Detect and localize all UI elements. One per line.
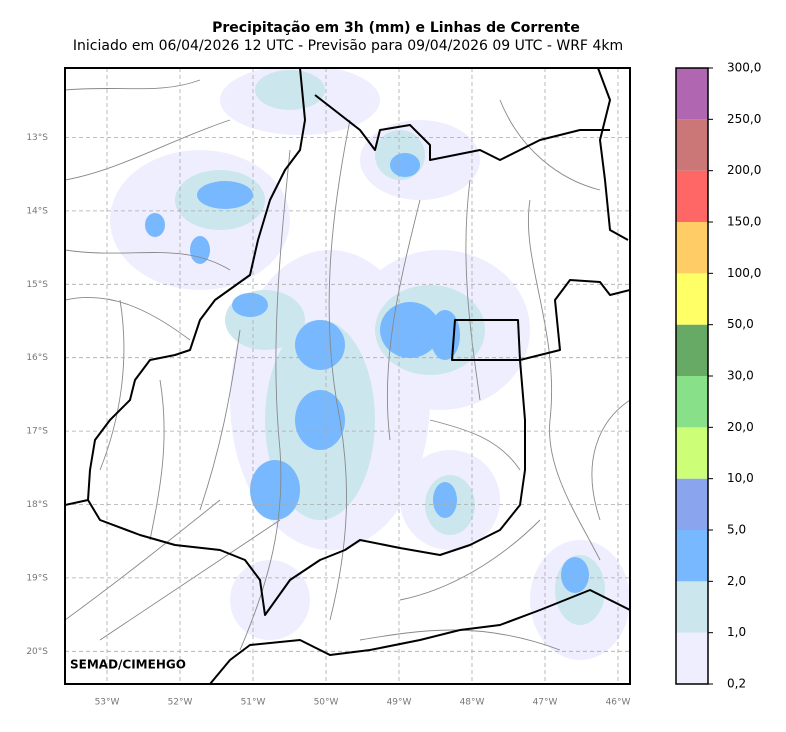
- colorbar-label: 100,0: [727, 266, 761, 280]
- lon-label: 51°W: [241, 698, 266, 708]
- subtitle: Iniciado em 06/04/2026 12 UTC - Previsão…: [73, 38, 623, 54]
- colorbar-segment: [676, 222, 708, 274]
- lat-label: 19°S: [26, 573, 48, 583]
- colorbar-segment: [676, 273, 708, 325]
- lat-label: 13°S: [26, 133, 48, 143]
- colorbar-label: 200,0: [727, 163, 761, 177]
- lon-label: 50°W: [314, 698, 339, 708]
- colorbar-label: 0,2: [727, 677, 746, 691]
- colorbar-segment: [676, 68, 708, 120]
- lat-label: 17°S: [26, 427, 48, 437]
- colorbar-label: 10,0: [727, 471, 754, 485]
- colorbar-label: 2,0: [727, 574, 746, 588]
- lon-label: 49°W: [387, 698, 412, 708]
- lon-label: 46°W: [606, 698, 631, 708]
- lat-label: 16°S: [26, 353, 48, 363]
- colorbar-label: 20,0: [727, 420, 754, 434]
- lon-label: 53°W: [95, 698, 120, 708]
- colorbar-segment: [676, 427, 708, 479]
- colorbar-segment: [676, 376, 708, 428]
- colorbar-label: 150,0: [727, 215, 761, 229]
- colorbar-segment: [676, 478, 708, 530]
- colorbar: 0,2 1,0 2,0 5,0 10,0 20,0 30,0 50,0 100,0 150,0 20…: [675, 61, 761, 691]
- colorbar-label: 30,0: [727, 369, 754, 383]
- grid: [65, 68, 630, 684]
- colorbar-segment: [676, 581, 708, 633]
- state-borders: [65, 68, 630, 684]
- lat-label: 20°S: [26, 647, 48, 657]
- colorbar-label: 50,0: [727, 317, 754, 331]
- colorbar-label: 5,0: [727, 523, 746, 537]
- lon-label: 52°W: [168, 698, 193, 708]
- map: [65, 68, 630, 684]
- streamlines: [65, 79, 630, 651]
- colorbar-segment: [676, 530, 708, 582]
- lon-label: 47°W: [533, 698, 558, 708]
- colorbar-segment: [676, 632, 708, 684]
- colorbar-segment: [676, 119, 708, 171]
- colorbar-label: 300,0: [727, 61, 761, 75]
- colorbar-label: 250,0: [727, 112, 761, 126]
- lat-label: 14°S: [26, 206, 48, 216]
- lon-label: 48°W: [460, 698, 485, 708]
- title: Precipitação em 3h (mm) e Linhas de Corr…: [212, 20, 580, 36]
- colorbar-label: 1,0: [727, 625, 746, 639]
- map-frame: [64, 67, 631, 685]
- colorbar-segment: [676, 170, 708, 222]
- colorbar-segment: [676, 324, 708, 376]
- precipitation-heavy: [145, 153, 589, 593]
- lat-label: 15°S: [26, 280, 48, 290]
- lat-label: 18°S: [26, 500, 48, 510]
- credit: SEMAD/CIMEHGO: [70, 658, 186, 672]
